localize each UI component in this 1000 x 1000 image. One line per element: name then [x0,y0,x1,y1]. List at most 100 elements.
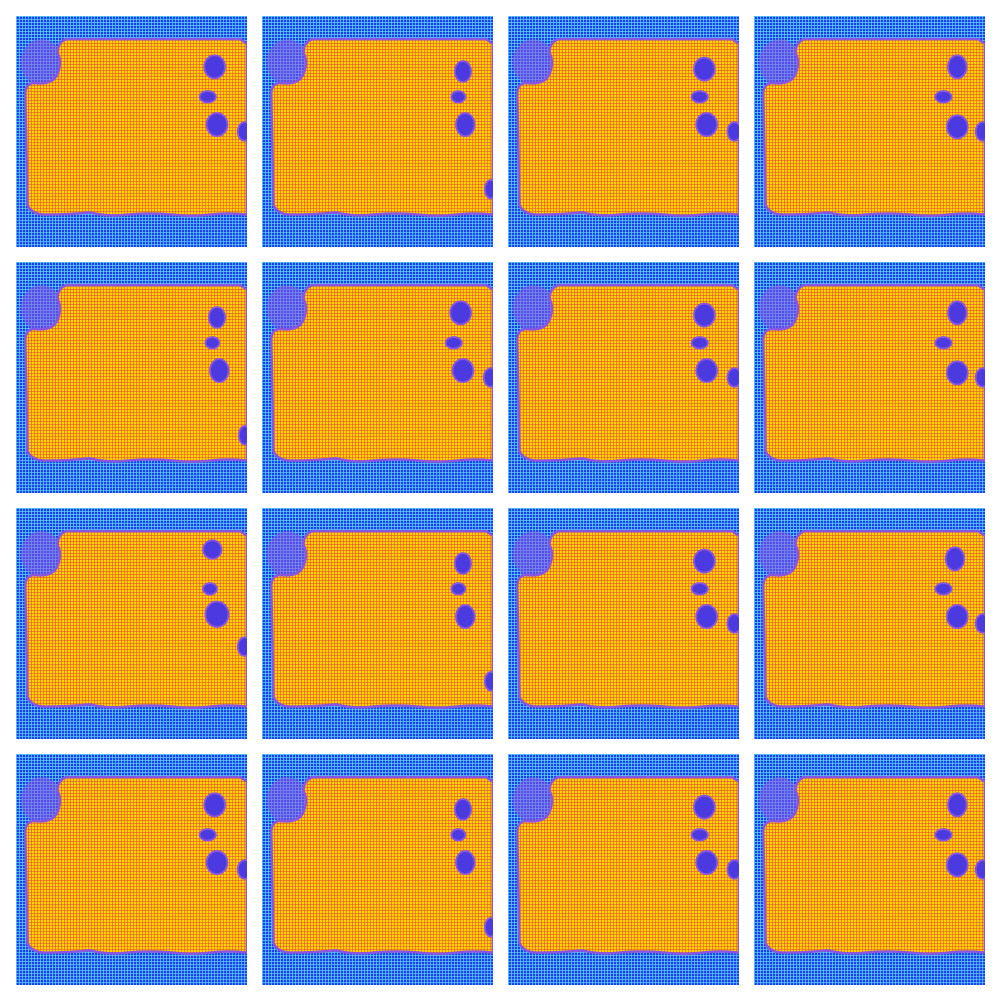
simulation-frame [754,508,985,739]
simulation-frame [508,262,739,493]
hole-blob [444,336,463,350]
hole-blob [695,604,718,630]
simulation-frame [754,262,985,493]
yellow-region [761,775,985,956]
corner-shading [20,777,63,824]
yellow-region [761,529,985,710]
hole-blob [198,828,217,842]
hole-blob [483,671,493,692]
hole-blob [205,850,229,876]
grid-tile [754,754,985,985]
hole-blob [453,798,472,821]
simulation-frame [508,16,739,247]
hole-blob [455,604,476,630]
hole-blob [236,636,247,657]
corner-shading [266,285,309,332]
hole-blob [726,367,739,388]
yellow-region [515,775,739,956]
corner-shading [512,531,555,578]
hole-blob [945,360,969,386]
simulation-frame [262,754,493,985]
hole-blob [207,306,226,329]
hole-blob [974,121,985,142]
hole-blob [944,546,966,572]
corner-shading [512,39,555,86]
grid-tile [754,508,985,739]
yellow-region [515,529,739,710]
yellow-region [269,283,493,464]
grid-tile [16,754,247,985]
simulation-frame [262,16,493,247]
hole-blob [693,56,716,82]
hole-blob [974,367,985,388]
hole-blob [695,850,718,876]
simulation-frame [262,508,493,739]
hole-blob [695,358,718,384]
corner-shading [758,531,801,578]
grid-tile [754,262,985,493]
grid-tile [262,508,493,739]
hole-blob [198,90,217,104]
grid-tile [16,508,247,739]
hole-blob [237,425,247,446]
yellow-region [269,775,493,956]
hole-blob [726,859,739,880]
corner-shading [512,777,555,824]
hole-blob [450,90,467,104]
grid-tile [508,16,739,247]
corner-shading [20,285,63,332]
hole-blob [236,121,247,142]
hole-blob [455,112,476,138]
simulation-frame [754,754,985,985]
grid-tile [16,262,247,493]
grid-tile [754,16,985,247]
hole-blob [453,60,472,83]
hole-blob [450,582,467,596]
corner-shading [758,285,801,332]
yellow-region [761,283,985,464]
hole-blob [203,792,226,818]
hole-blob [236,859,247,880]
hole-blob [934,90,953,104]
corner-shading [20,39,63,86]
hole-blob [974,859,985,880]
hole-blob [449,300,472,326]
hole-blob [695,112,718,138]
hole-blob [690,582,709,596]
hole-blob [204,336,221,350]
hole-blob [203,54,226,80]
yellow-region [23,529,247,710]
hole-blob [450,828,467,842]
yellow-region [515,37,739,218]
hole-blob [204,600,230,628]
hole-blob [945,604,969,630]
hole-blob [945,114,969,140]
hole-blob [947,792,968,818]
simulation-frame [16,16,247,247]
hole-blob [483,917,493,938]
hole-blob [690,336,709,350]
hole-blob [934,336,953,350]
hole-blob [455,850,476,876]
yellow-region [515,283,739,464]
hole-blob [209,358,230,384]
corner-shading [266,531,309,578]
grid-tile [262,16,493,247]
grid-tile [508,754,739,985]
grid-tile [262,754,493,985]
hole-blob [945,852,969,878]
hole-blob [974,613,985,634]
hole-blob [483,179,493,200]
hole-blob [451,358,475,384]
yellow-region [23,775,247,956]
corner-shading [758,777,801,824]
simulation-frame [508,508,739,739]
yellow-region [269,37,493,218]
hole-blob [726,613,739,634]
simulation-frame [262,262,493,493]
corner-shading [512,285,555,332]
grid-tile [508,508,739,739]
hole-blob [202,539,223,560]
hole-blob [690,90,709,104]
